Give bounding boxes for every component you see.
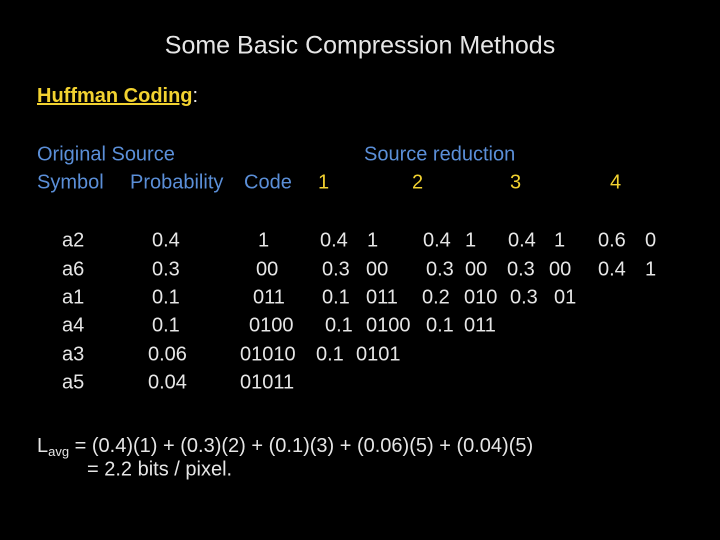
column-header: Symbol [37,171,104,193]
table-cell: 0.3 [426,258,454,280]
table-cell: 011 [253,286,285,308]
table-cell: a2 [62,229,84,251]
formula-expression: = (0.4)(1) + (0.3)(2) + (0.1)(3) + (0.06… [69,435,533,457]
table-cell: 00 [465,258,487,280]
table-cell: 01 [554,286,576,308]
column-header: 3 [510,171,521,193]
table-cell: a5 [62,371,84,393]
formula-line: Lavg = (0.4)(1) + (0.3)(2) + (0.1)(3) + … [37,435,533,459]
table-cell: 0.3 [322,258,350,280]
formula-result: = 2.2 bits / pixel. [87,458,232,480]
group-header: Original Source [37,143,175,165]
table-cell: 0.2 [422,286,450,308]
table-cell: 011 [366,286,398,308]
table-cell: 1 [465,229,476,251]
table-cell: 0100 [249,314,294,336]
table-body: a2 0.4 1 0.4 1 0.4 1 0.4 1 0.6 0 a6 0.3 00 0.3 00 0.3 00 0… [62,229,656,393]
table-cell: 0.1 [322,286,350,308]
table-cell: 0.6 [598,229,626,251]
table-cell: 0.1 [426,314,454,336]
section-heading: Huffman Coding: [37,85,198,107]
table-cell: a6 [62,258,84,280]
table-cell: 00 [256,258,278,280]
table-cell: 1 [645,258,656,280]
section-title: Huffman Coding [37,85,193,107]
table-cell: 0.4 [598,258,626,280]
table-cell: a1 [62,286,84,308]
table-cell: 010 [464,286,497,308]
table-cell: 0.3 [510,286,538,308]
table-cell: 01010 [240,343,296,365]
table-cell: 0.1 [152,314,180,336]
group-header: Source reduction [364,143,515,165]
column-header: 1 [318,171,329,193]
section-colon: : [193,85,199,107]
table-cell: 011 [464,314,496,336]
table-cell: 0.4 [508,229,536,251]
table-cell: 0100 [366,314,411,336]
column-header: 2 [412,171,423,193]
column-header: 4 [610,171,621,193]
table-cell: 0.04 [148,371,187,393]
table-cell: 0.1 [325,314,353,336]
table-cell: 0.3 [152,258,180,280]
table-cell: 0.4 [320,229,348,251]
slide-title: Some Basic Compression Methods [165,32,555,60]
table-cell: 00 [366,258,388,280]
column-header: Probability [130,171,223,193]
formula-symbol: L [37,435,48,457]
table-cell: a4 [62,314,84,336]
table-cell: 1 [554,229,565,251]
table-cell: 0.3 [507,258,535,280]
table-cell: 0101 [356,343,401,365]
table-cell: 0.1 [152,286,180,308]
table-cell: 01011 [240,371,294,393]
table-cell: 1 [367,229,378,251]
table-cell: 0 [645,229,656,251]
table-cell: 0.4 [423,229,451,251]
column-header: Code [244,171,292,193]
table-cell: 1 [258,229,269,251]
table-cell: 0.4 [152,229,180,251]
table-cell: 0.1 [316,343,344,365]
table-cell: 0.06 [148,343,187,365]
formula-subscript: avg [48,444,69,459]
table-cell: a3 [62,343,84,365]
table-cell: 00 [549,258,571,280]
